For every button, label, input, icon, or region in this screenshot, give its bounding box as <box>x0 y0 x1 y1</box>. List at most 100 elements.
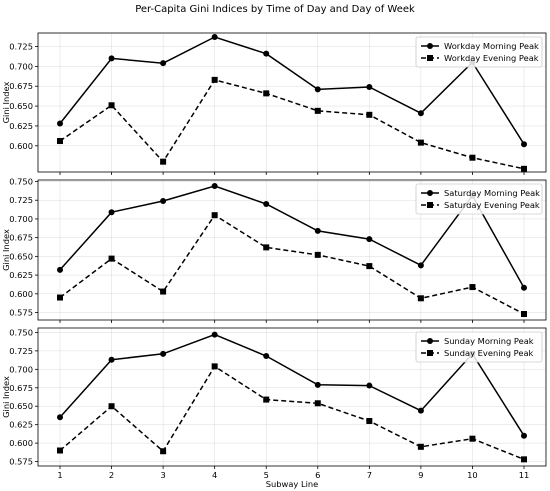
legend: Sunday Morning Peak Sunday Evening Peak <box>415 331 543 363</box>
data-point <box>211 182 218 189</box>
data-point <box>160 350 167 357</box>
legend-box <box>415 331 543 363</box>
legend-entry: Saturday Morning Peak <box>444 188 540 198</box>
legend-marker <box>427 338 433 344</box>
legend-box <box>415 36 543 68</box>
data-point <box>108 403 115 410</box>
y-tick-label: 0.600 <box>9 289 33 299</box>
series-line <box>59 333 525 437</box>
data-point <box>263 353 270 360</box>
data-point <box>314 107 321 114</box>
data-point <box>366 263 373 270</box>
data-point <box>366 382 373 389</box>
panel-frame <box>37 327 547 467</box>
legend-marker <box>427 202 433 208</box>
data-point <box>211 212 218 219</box>
data-point <box>57 447 63 454</box>
x-tick-label: 10 <box>467 470 478 480</box>
data-point <box>314 381 321 388</box>
y-axis-label: Gini Index <box>1 82 11 124</box>
legend: Saturday Morning Peak Saturday Evening Pe… <box>415 183 543 215</box>
legend-marker <box>427 190 433 196</box>
y-tick-label: 0.700 <box>9 61 33 71</box>
y-tick-label: 0.700 <box>9 214 33 224</box>
data-point <box>263 50 270 57</box>
legend-box <box>415 183 543 215</box>
y-tick-label: 0.600 <box>9 438 33 448</box>
data-point <box>108 102 115 109</box>
data-point <box>263 90 270 97</box>
y-tick-label: 0.575 <box>9 457 33 467</box>
data-point <box>417 407 424 414</box>
data-point <box>57 266 63 273</box>
data-point <box>263 396 270 403</box>
data-point <box>160 158 167 165</box>
y-tick-label: 0.750 <box>9 327 33 337</box>
series-line <box>59 79 525 170</box>
data-point <box>263 200 270 207</box>
series-line <box>59 365 525 461</box>
data-point <box>469 284 476 291</box>
series-line <box>59 185 525 289</box>
legend: Workday Morning Peak Workday Evening Peak <box>415 36 543 68</box>
legend-entry: Workday Morning Peak <box>444 41 539 51</box>
data-point <box>469 435 476 442</box>
x-tick-label: 4 <box>212 470 217 480</box>
legend-entry: Workday Evening Peak <box>444 53 539 63</box>
data-point <box>108 55 115 62</box>
data-point <box>57 138 63 145</box>
data-point <box>108 356 115 363</box>
data-point <box>211 331 218 338</box>
y-tick-label: 0.625 <box>9 270 33 280</box>
data-point <box>211 363 218 370</box>
series-line <box>59 214 525 315</box>
y-tick-label: 0.625 <box>9 121 33 131</box>
x-tick-label: 5 <box>264 470 269 480</box>
x-tick-label: 7 <box>367 470 372 480</box>
y-tick-label: 0.675 <box>9 233 33 243</box>
y-tick-label: 0.650 <box>9 251 33 261</box>
x-tick-label: 6 <box>315 470 320 480</box>
legend-entry: Sunday Morning Peak <box>444 336 534 346</box>
y-tick-label: 0.575 <box>9 308 33 318</box>
y-tick-label: 0.750 <box>9 176 33 186</box>
x-tick-label: 9 <box>418 470 423 480</box>
data-point <box>108 255 115 262</box>
data-point <box>263 244 270 251</box>
data-point <box>211 76 218 83</box>
data-point <box>417 262 424 269</box>
data-point <box>417 110 424 117</box>
y-tick-label: 0.675 <box>9 383 33 393</box>
chart-title: Per-Capita Gini Indices by Time of Day a… <box>135 4 415 15</box>
y-tick-label: 0.725 <box>9 195 33 205</box>
legend-marker <box>427 43 433 49</box>
legend-marker <box>427 350 433 356</box>
y-tick-label: 0.725 <box>9 346 33 356</box>
series-line <box>59 36 525 145</box>
data-point <box>57 414 63 421</box>
data-point <box>417 139 424 146</box>
data-point <box>57 120 63 127</box>
data-point <box>521 284 527 291</box>
data-point <box>160 60 167 67</box>
y-tick-label: 0.725 <box>9 42 33 52</box>
legend-entry: Sunday Evening Peak <box>444 348 534 358</box>
x-tick-label: 11 <box>519 470 530 480</box>
data-point <box>160 197 167 204</box>
y-tick-label: 0.600 <box>9 141 33 151</box>
data-point <box>366 111 373 118</box>
data-point <box>314 251 321 258</box>
y-tick-label: 0.625 <box>9 420 33 430</box>
data-point <box>521 456 527 463</box>
data-point <box>521 141 527 148</box>
data-point <box>366 236 373 243</box>
y-tick-label: 0.650 <box>9 101 33 111</box>
panel-frame <box>37 179 547 321</box>
chart-panels: 0.600 0.625 0.650 0.675 0.700 0.725 Gini Index… <box>1 32 547 480</box>
panel-2: 0.575 0.600 0.625 0.650 0.675 0.700 0.725 0.750… <box>1 176 547 323</box>
data-point <box>366 84 373 91</box>
panel-3: 0.575 0.600 0.625 0.650 0.675 0.700 0.725 0.750… <box>1 327 547 480</box>
data-point <box>160 448 167 455</box>
panel-frame <box>37 32 547 173</box>
